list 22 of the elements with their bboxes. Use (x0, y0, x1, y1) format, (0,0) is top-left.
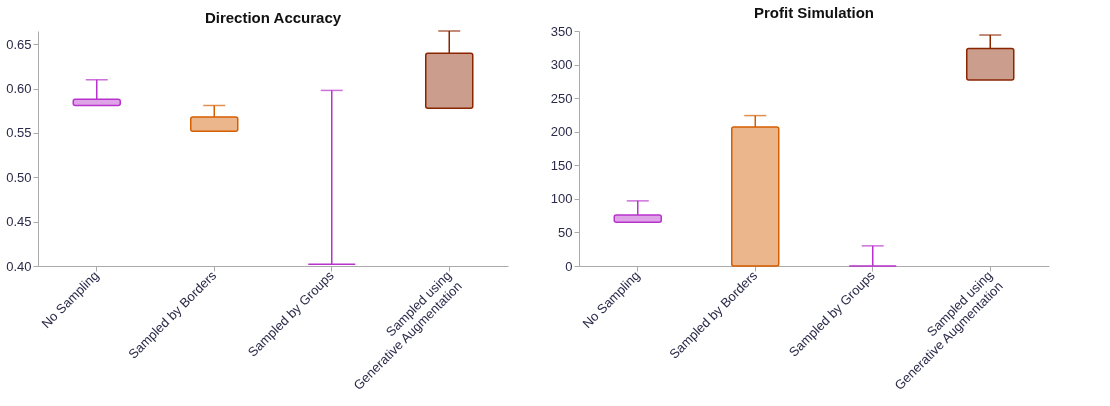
bar (425, 52, 474, 109)
bar (966, 47, 1015, 81)
y-tick-label: 50 (558, 224, 573, 240)
y-tick-label: 0.40 (6, 258, 32, 274)
bar (190, 116, 239, 132)
y-tick-label: 150 (550, 157, 573, 173)
chart-title: Profit Simulation (754, 4, 874, 21)
y-tick-label: 200 (550, 124, 573, 140)
y-tick-label: 300 (550, 57, 573, 73)
y-tick-label: 100 (550, 191, 573, 207)
y-tick-label: 250 (550, 90, 573, 106)
chart-title: Direction Accuracy (204, 9, 342, 27)
y-tick-label: 0.50 (6, 169, 32, 185)
y-tick-label: 0.60 (6, 81, 32, 97)
bar (731, 126, 780, 267)
y-tick-label: 0.65 (6, 36, 32, 52)
bar (613, 214, 662, 224)
y-tick-label: 0 (565, 258, 573, 274)
y-tick-label: 0.55 (6, 125, 32, 141)
y-tick-label: 0.45 (6, 214, 32, 230)
bar (72, 98, 121, 107)
y-tick-label: 350 (550, 23, 573, 39)
